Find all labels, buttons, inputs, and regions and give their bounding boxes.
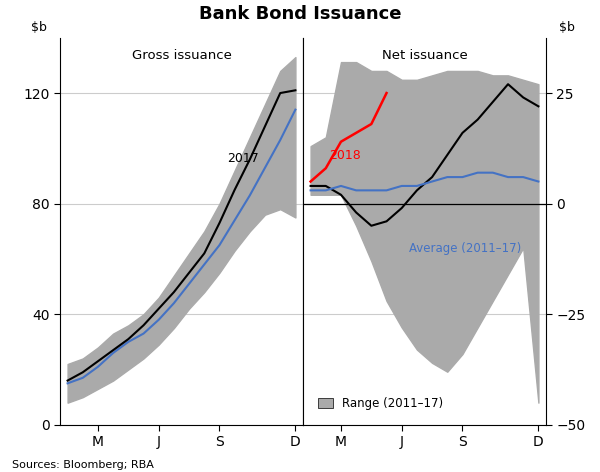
Text: 2017: 2017 <box>227 152 259 165</box>
Legend: Range (2011–17): Range (2011–17) <box>314 393 448 415</box>
Text: Sources: Bloomberg; RBA: Sources: Bloomberg; RBA <box>12 460 154 470</box>
Text: 2018: 2018 <box>329 150 361 162</box>
Text: Gross issuance: Gross issuance <box>131 50 232 62</box>
Text: $b: $b <box>31 21 47 34</box>
Text: $b: $b <box>559 21 575 34</box>
Text: Bank Bond Issuance: Bank Bond Issuance <box>199 5 401 23</box>
Text: Net issuance: Net issuance <box>382 50 467 62</box>
Text: Average (2011–17): Average (2011–17) <box>409 242 521 255</box>
